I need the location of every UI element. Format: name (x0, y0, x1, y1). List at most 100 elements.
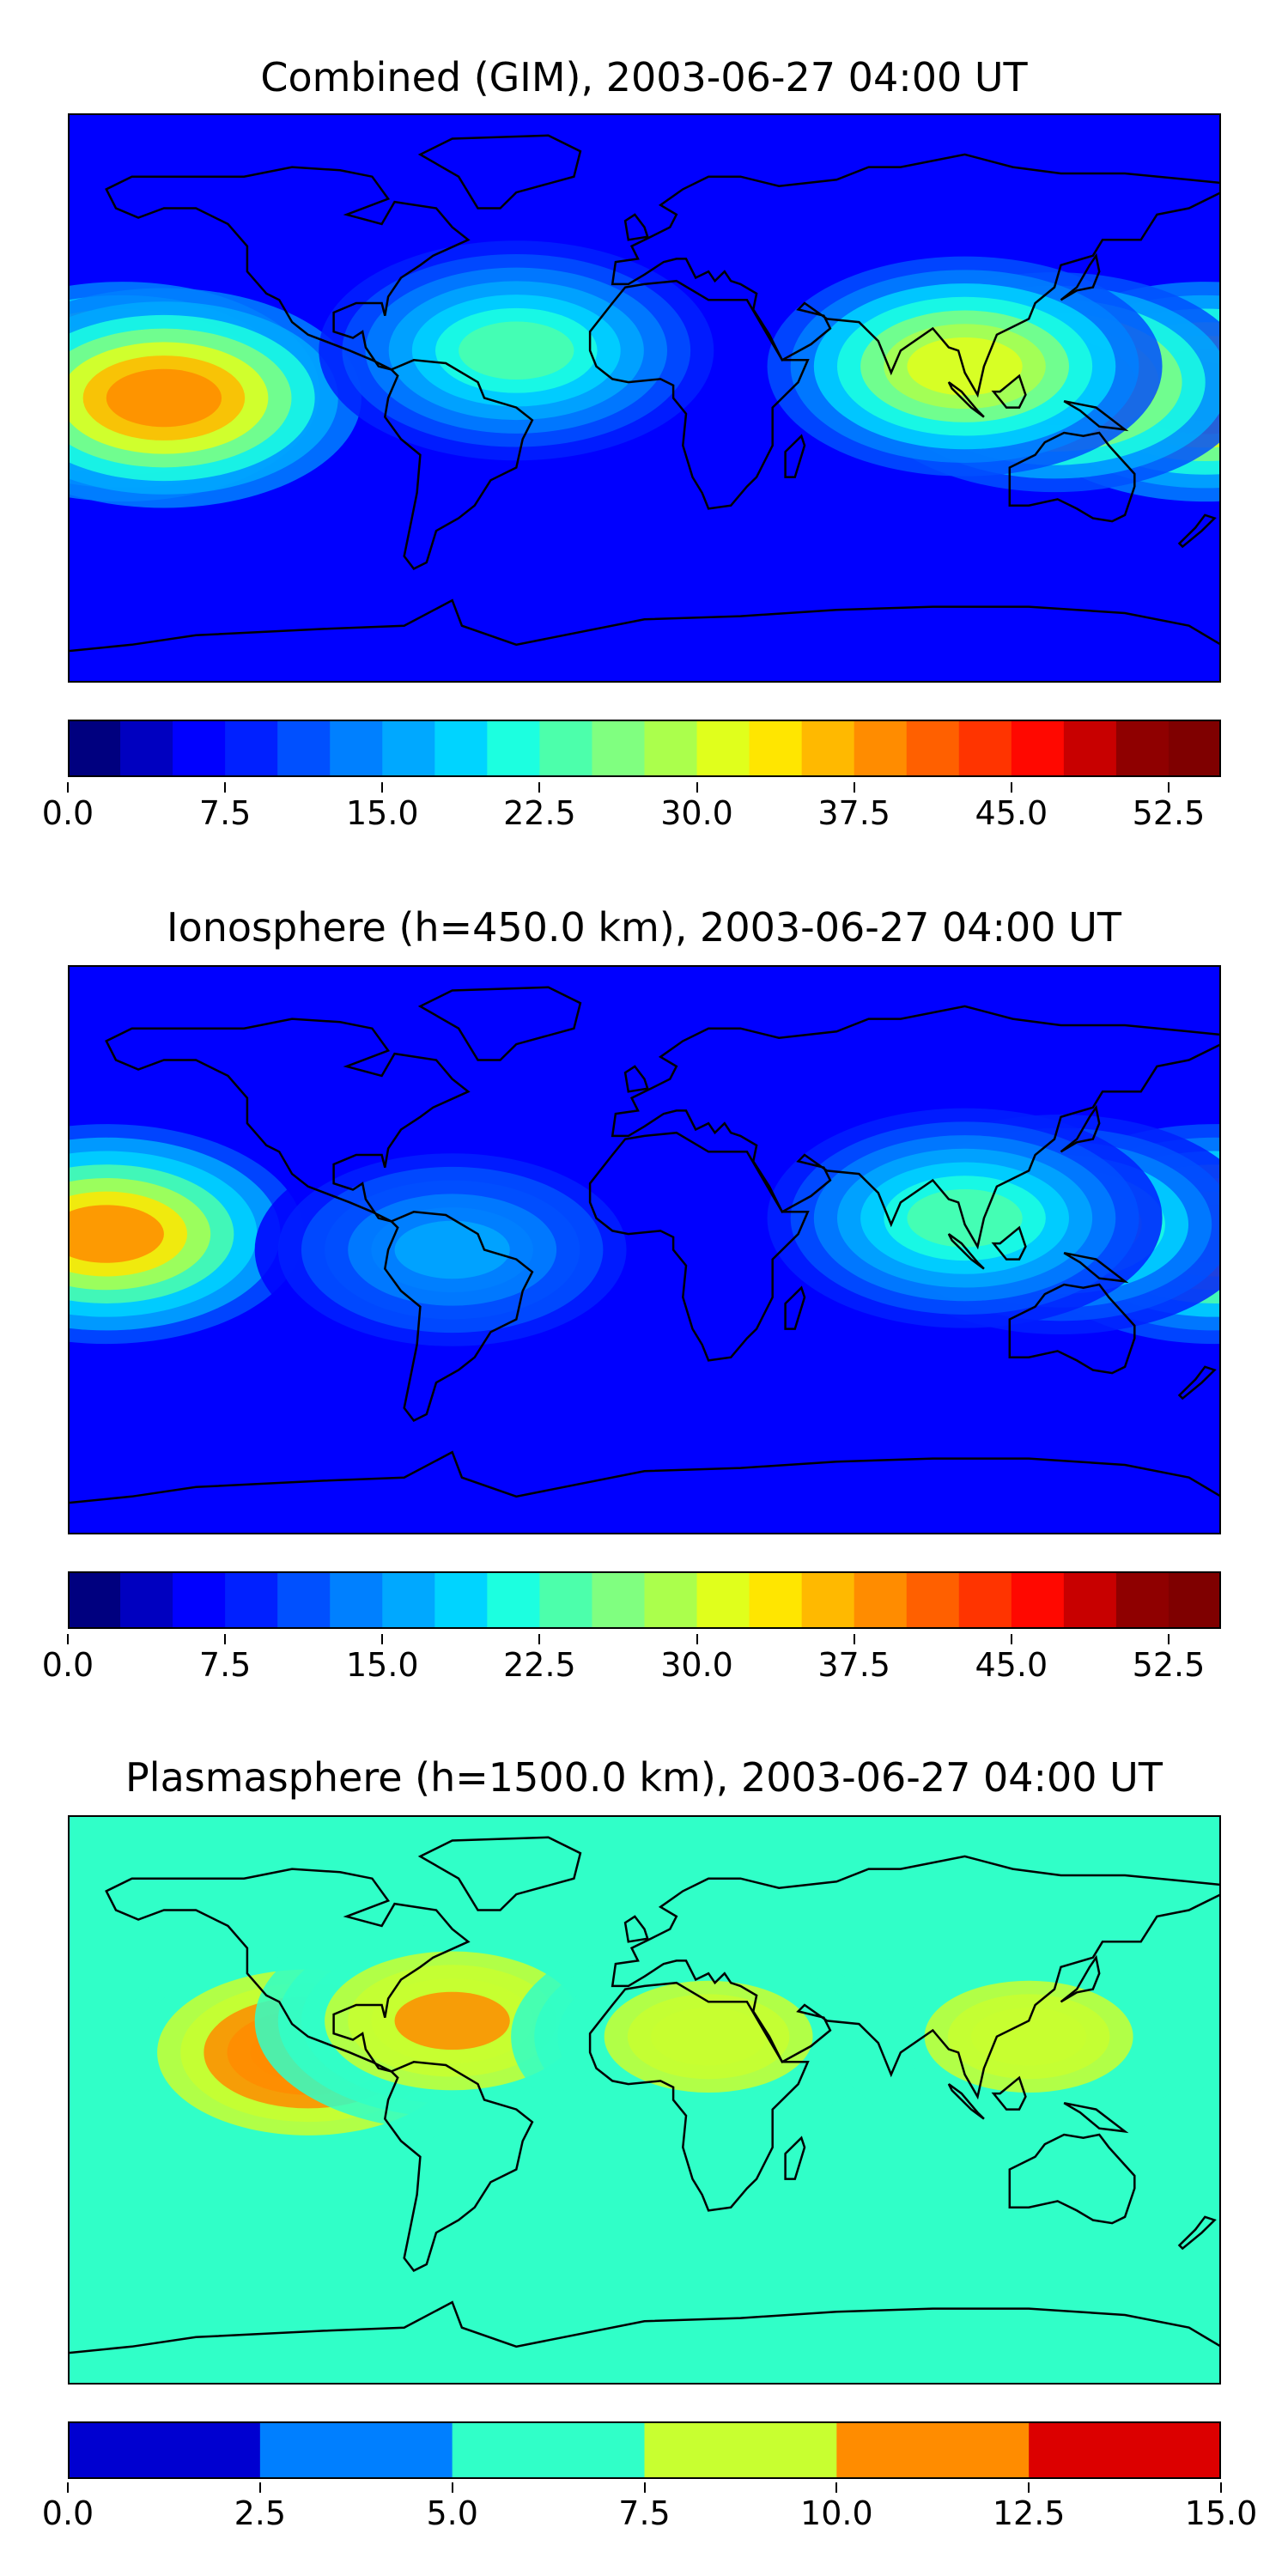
colorbar-tick-label: 7.5 (198, 1646, 252, 1684)
colorbar-segment (854, 720, 908, 777)
colorbar-tick-mark (696, 1634, 698, 1644)
colorbar-segment (644, 2421, 837, 2479)
colorbar-tick-label: 0.0 (41, 2494, 94, 2532)
colorbar-ticks-ionosphere: 0.0 7.5 15.0 22.5 30.0 37.5 45.0 52.5 (42, 1634, 1221, 1698)
colorbar-segment (382, 720, 435, 777)
colorbar-segment (330, 1571, 383, 1629)
coastline-eurasia (611, 1005, 1221, 1250)
colorbar-segment (225, 720, 278, 777)
colorbar-segment (434, 720, 488, 777)
contour-band-4-1 (394, 1220, 510, 1279)
colorbar-segment (68, 720, 121, 777)
colorbar-tick-label: 37.5 (817, 794, 890, 832)
colorbar-segment (1029, 2421, 1221, 2479)
colorbar-segment (173, 1571, 226, 1629)
colorbar-segment (801, 720, 855, 777)
colorbar-tick-label: 0.0 (41, 1646, 94, 1684)
coastline-japan (1060, 252, 1101, 301)
colorbar-border (68, 720, 1221, 777)
colorbar-segment (1011, 720, 1065, 777)
coastline-south-america (383, 2061, 534, 2272)
colorbar-svg-plasmasphere (68, 2421, 1221, 2479)
colorbar-segment (539, 720, 592, 777)
colorbar-tick-label: 2.5 (234, 2494, 287, 2532)
coastline-greenland (417, 1836, 582, 1911)
coastline-sumatra (947, 2083, 985, 2120)
colorbar-segment (277, 1571, 331, 1629)
map-border (68, 965, 1221, 1534)
map-svg-combined (68, 113, 1221, 683)
colorbar-tick-label: 0.0 (41, 794, 94, 832)
colorbar-tick-mark (451, 2482, 453, 2493)
coastline-south-america (383, 1211, 534, 1422)
colorbar-tick-label: 10.0 (800, 2494, 873, 2532)
coastline-new-guinea (1063, 2101, 1129, 2134)
colorbar-segment (68, 1571, 121, 1629)
colorbar-tick-mark (67, 1634, 69, 1644)
colorbar-border (68, 2421, 1221, 2479)
colorbar-tick-mark (1167, 782, 1170, 793)
map-ionosphere (68, 965, 1221, 1534)
colorbar-tick-label: 45.0 (975, 1646, 1048, 1684)
colorbar-segment (1115, 1571, 1170, 1629)
colorbar-tick-mark (835, 2482, 838, 2493)
coastline-greenland (417, 134, 582, 210)
colorbar-segment (277, 720, 331, 777)
colorbar-tick-mark (1010, 782, 1012, 793)
colorbar-segment (906, 720, 960, 777)
colorbar-segment (696, 720, 750, 777)
colorbar-tick-label: 7.5 (198, 794, 252, 832)
colorbar-ticks-combined: 0.0 7.5 15.0 22.5 30.0 37.5 45.0 52.5 (42, 782, 1221, 846)
coastline-australia (1008, 2133, 1136, 2225)
contour-band-3-1 (971, 2008, 1087, 2066)
colorbar-segment (68, 2421, 261, 2479)
coastline-madagascar (784, 2136, 806, 2180)
coastline-north-america (105, 166, 471, 371)
colorbar-tick-label: 37.5 (817, 1646, 890, 1684)
map-border (68, 1815, 1221, 2385)
colorbar-tick-mark (67, 782, 69, 793)
colorbar-svg-combined (68, 720, 1221, 777)
colorbar-ionosphere (68, 1571, 1221, 1629)
coastline-madagascar (784, 1285, 806, 1330)
coastline-antarctica (68, 598, 1221, 653)
coastline-greenland (417, 986, 582, 1061)
coastline-africa (588, 1981, 810, 2212)
coastline-new-guinea (1063, 1251, 1129, 1284)
coastline-north-america (105, 1868, 471, 2073)
colorbar-ticks-plasmasphere: 0.0 2.5 5.0 7.5 10.0 12.5 15.0 (42, 2482, 1257, 2546)
colorbar-segment (1063, 1571, 1117, 1629)
coastline-japan (1060, 1954, 1101, 2003)
coastline-australia (1008, 431, 1136, 523)
colorbar-tick-mark (538, 782, 541, 793)
coastline-new-zealand (1177, 1365, 1217, 1400)
colorbar-svg-ionosphere (68, 1571, 1221, 1629)
colorbar-tick-label: 22.5 (503, 1646, 576, 1684)
colorbar-tick-mark (643, 2482, 646, 2493)
coastline-uk (623, 1915, 649, 1943)
colorbar-tick-mark (1010, 1634, 1012, 1644)
colorbar-segment (452, 2421, 645, 2479)
contour-band-1-1 (106, 368, 222, 428)
colorbar-tick-mark (1220, 2482, 1222, 2493)
colorbar-segment (1115, 720, 1170, 777)
coastline-south-america (383, 359, 534, 570)
colorbar-segment (592, 1571, 645, 1629)
coastline-africa (588, 1131, 810, 1362)
colorbar-segment (906, 1571, 960, 1629)
coastline-madagascar (784, 434, 806, 478)
colorbar-plasmasphere (68, 2421, 1221, 2479)
colorbar-segment (592, 720, 645, 777)
colorbar-tick-mark (224, 782, 227, 793)
colorbar-tick-mark (696, 782, 698, 793)
map-border (68, 113, 1221, 683)
colorbar-segment (1168, 720, 1221, 777)
map-plasmasphere (68, 1815, 1221, 2385)
coastline-japan (1060, 1104, 1101, 1153)
contour-band-4-1 (907, 337, 1023, 396)
coastline-australia (1008, 1283, 1136, 1375)
map-title-ionosphere: Ionosphere (h=450.0 km), 2003-06-27 04:0… (167, 904, 1121, 951)
colorbar-tick-label: 22.5 (503, 794, 576, 832)
colorbar-segment (854, 1571, 908, 1629)
colorbar-tick-mark (853, 782, 855, 793)
